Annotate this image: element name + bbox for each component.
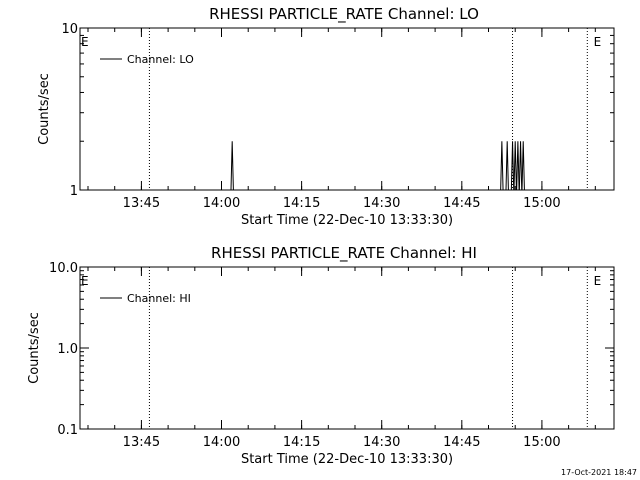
x-tick-label: 13:45 bbox=[123, 196, 160, 211]
x-tick-label: 15:00 bbox=[523, 196, 560, 211]
data-spike bbox=[518, 141, 523, 191]
e-marker-label: E bbox=[81, 35, 89, 49]
legend-label: Channel: LO bbox=[127, 53, 194, 66]
chart-title: RHESSI PARTICLE_RATE Channel: LO bbox=[209, 5, 479, 24]
plot-frame bbox=[79, 27, 615, 191]
y-tick-label: 1.0 bbox=[57, 342, 78, 357]
y-tick-label: 10.0 bbox=[49, 261, 78, 276]
chart-panel-1: RHESSI PARTICLE_RATE Channel: LO 1 10 13:45… bbox=[37, 5, 615, 228]
y-tick-label: 1 bbox=[70, 184, 78, 199]
x-axis-label: Start Time (22-Dec-10 13:33:30) bbox=[241, 213, 453, 228]
footer-date: 17-Oct-2021 18:47 bbox=[561, 468, 637, 477]
x-tick-label: 14:30 bbox=[363, 196, 400, 211]
x-tick-label: 14:15 bbox=[283, 435, 320, 450]
x-tick-label: 14:45 bbox=[443, 435, 480, 450]
legend-label: Channel: HI bbox=[127, 292, 191, 305]
x-tick-label: 14:00 bbox=[203, 435, 240, 450]
x-tick-label: 14:45 bbox=[443, 196, 480, 211]
y-axis-label: Counts/sec bbox=[27, 312, 42, 384]
e-marker-label: E bbox=[81, 274, 89, 288]
data-spike bbox=[521, 141, 525, 191]
data-spike bbox=[513, 141, 517, 191]
chart-panel-2: RHESSI PARTICLE_RATE Channel: HI 0.1 1.0 10… bbox=[27, 244, 615, 467]
y-tick-label: 0.1 bbox=[57, 423, 78, 438]
x-tick-label: 14:15 bbox=[283, 196, 320, 211]
x-tick-label: 13:45 bbox=[123, 435, 160, 450]
data-spike bbox=[510, 141, 515, 191]
chart-title: RHESSI PARTICLE_RATE Channel: HI bbox=[211, 244, 477, 263]
x-axis-label: Start Time (22-Dec-10 13:33:30) bbox=[241, 452, 453, 467]
x-tick-label: 14:30 bbox=[363, 435, 400, 450]
data-spike bbox=[516, 141, 520, 191]
e-marker-label: E bbox=[594, 35, 602, 49]
data-spike bbox=[230, 141, 234, 191]
panels: RHESSI PARTICLE_RATE Channel: LO 1 10 13:45… bbox=[27, 5, 615, 467]
y-tick-label: 10 bbox=[61, 22, 78, 37]
x-tick-label: 15:00 bbox=[523, 435, 560, 450]
data-spike bbox=[505, 141, 509, 191]
e-marker-label: E bbox=[594, 274, 602, 288]
y-axis-label: Counts/sec bbox=[37, 73, 52, 145]
x-tick-label: 14:00 bbox=[203, 196, 240, 211]
data-spike bbox=[500, 141, 504, 191]
